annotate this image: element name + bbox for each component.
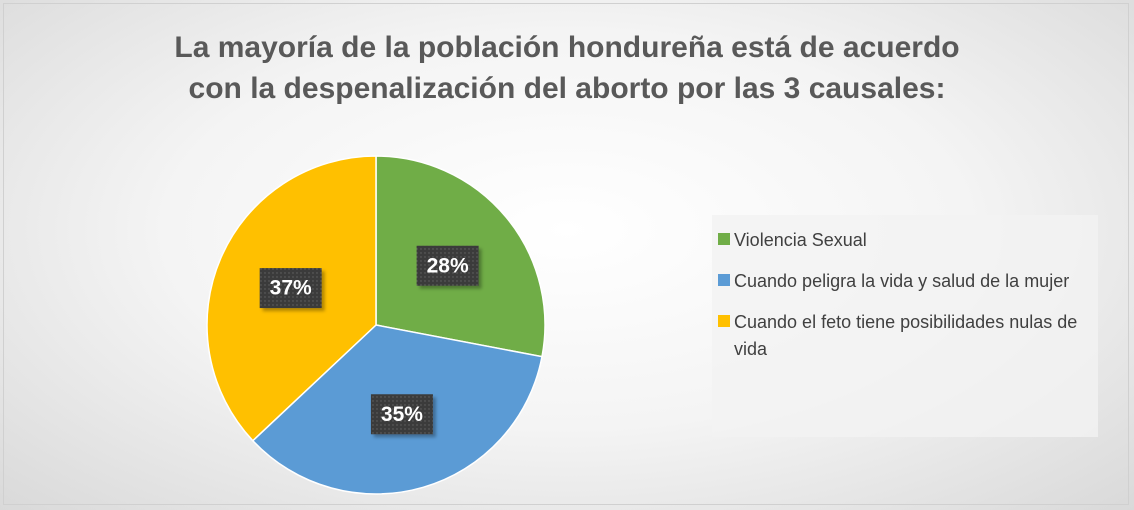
legend-label: Cuando peligra la vida y salud de la muj…	[734, 271, 1070, 291]
legend-item: Violencia Sexual	[718, 227, 1090, 254]
data-label: 28%	[427, 254, 469, 277]
legend-item: Cuando peligra la vida y salud de la muj…	[718, 268, 1090, 295]
legend-swatch	[718, 233, 730, 245]
data-label: 35%	[381, 403, 423, 426]
data-label-box	[416, 245, 479, 286]
legend-swatch	[718, 274, 730, 286]
legend-item: Cuando el feto tiene posibilidades nulas…	[718, 309, 1090, 363]
data-label: 37%	[270, 277, 312, 300]
chart-title: La mayoría de la población hondureña est…	[174, 31, 959, 64]
data-label-box	[370, 394, 433, 435]
legend-swatch	[718, 315, 730, 327]
data-label-box	[259, 268, 322, 309]
legend-label: Violencia Sexual	[734, 230, 867, 250]
legend: Violencia Sexual Cuando peligra la vida y…	[712, 215, 1098, 437]
legend-label: Cuando el feto tiene posibilidades nulas…	[734, 312, 1078, 359]
chart-title: con la despenalización del aborto por la…	[189, 72, 946, 105]
chart-frame	[3, 3, 1129, 505]
